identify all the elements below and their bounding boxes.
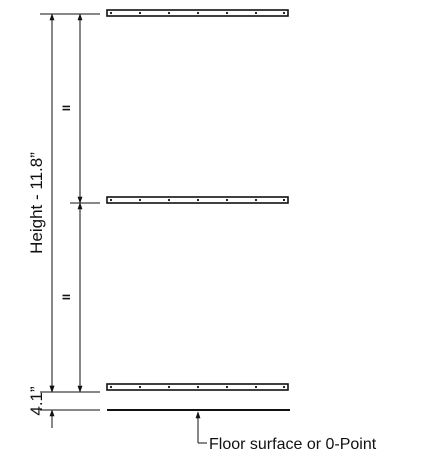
shelf-bottom xyxy=(106,383,289,391)
equal-mark-lower: II xyxy=(61,294,73,300)
height-label: Height - 11.8” xyxy=(27,152,46,254)
equal-mark-upper: II xyxy=(61,105,73,111)
shelf-top xyxy=(106,9,289,17)
gap-label: 4.1” xyxy=(27,386,46,416)
floor-label: Floor surface or 0-Point xyxy=(209,436,377,453)
shelf-middle xyxy=(106,196,289,204)
extension-lines xyxy=(40,13,100,411)
